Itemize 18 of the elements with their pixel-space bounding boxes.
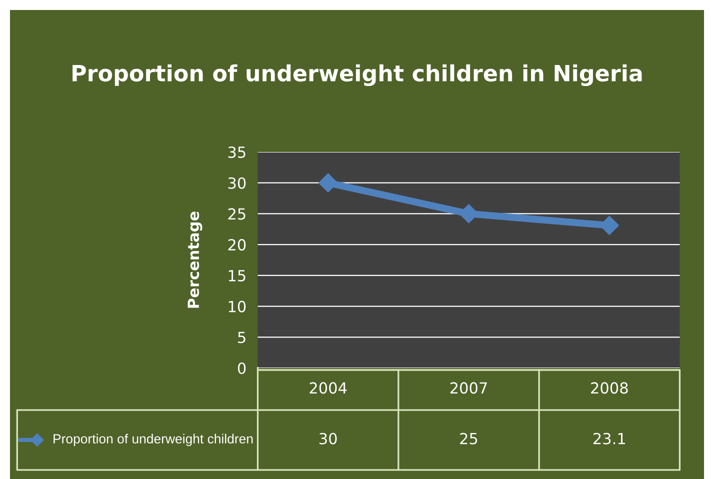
chart-title: Proportion of underweight children in Nigeria [72,64,642,86]
y-tick-label: 10 [228,300,246,312]
y-axis-title: Percentage [188,212,202,308]
y-tick-label: 25 [228,208,246,220]
x-tick-label: 2004 [310,382,347,394]
x-tick-label: 2007 [450,382,487,394]
y-tick-label: 20 [228,239,246,251]
data-label: 25 [460,432,478,444]
data-label: 23.1 [594,432,625,444]
y-tick-label: 35 [228,146,246,158]
x-tick-label: 2008 [591,382,628,394]
y-tick-label: 15 [228,270,246,282]
legend-label: Proportion of underweight children [54,434,253,446]
y-tick-label: 30 [228,177,246,189]
y-tick-label: 5 [238,332,246,344]
point [318,173,338,192]
y-tick-label: 0 [238,362,246,374]
data-label: 30 [320,432,337,444]
